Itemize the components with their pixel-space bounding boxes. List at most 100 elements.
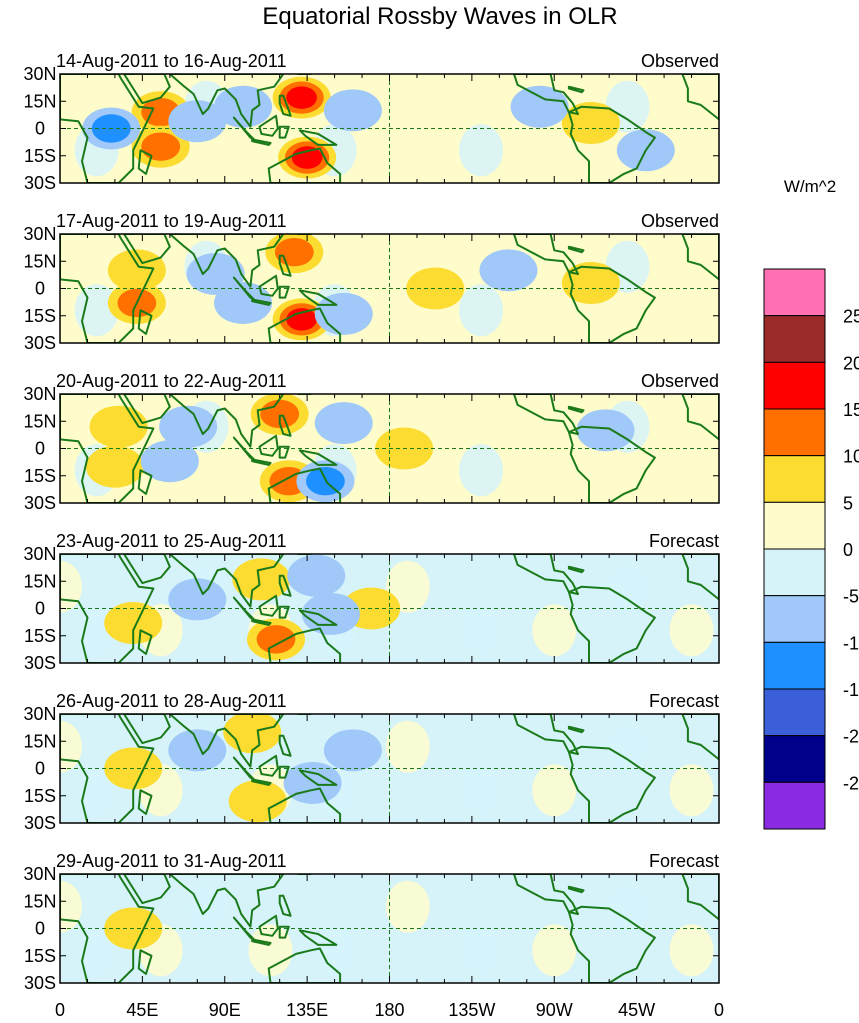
- weak-band: [385, 880, 430, 933]
- anomaly-blob: [232, 558, 291, 601]
- coastline: [60, 554, 155, 663]
- coastline: [513, 234, 579, 275]
- x-axis: 0 45E 90E 135E 180 135W 90W 45W 0: [55, 1000, 724, 1020]
- x-tick-label: 180: [374, 1000, 404, 1020]
- weak-band: [532, 764, 577, 817]
- coastline: [278, 414, 292, 437]
- colorbar-swatch: [763, 455, 826, 503]
- panel-6: 29-Aug-2011 to 31-Aug-2011 Forecast 30N 15N…: [23, 851, 720, 993]
- coastline: [123, 74, 171, 105]
- coastline: [513, 714, 579, 755]
- anomaly-blob: [168, 729, 227, 772]
- anomaly-level: [406, 267, 465, 310]
- anomaly-level: [256, 625, 296, 654]
- anomaly-blob: [168, 578, 227, 621]
- coastline: [60, 714, 155, 823]
- coastline: [513, 554, 579, 595]
- coastline: [513, 74, 579, 115]
- coastline: [567, 565, 585, 574]
- coastline: [137, 629, 153, 655]
- y-tick-label: 30N: [23, 64, 56, 84]
- coastline: [278, 925, 290, 939]
- y-tick-label: 15N: [23, 91, 56, 111]
- y-tick-label: 15S: [24, 146, 56, 166]
- x-tick-label: 135E: [286, 1000, 328, 1020]
- coastline: [567, 745, 656, 823]
- colorbar-label: 10: [843, 447, 859, 467]
- coastline: [297, 714, 312, 715]
- y-tick-label: 30N: [23, 224, 56, 244]
- panel-period: 26-Aug-2011 to 28-Aug-2011: [56, 691, 287, 711]
- weak-band: [459, 284, 504, 337]
- y-tick-label: 15S: [24, 626, 56, 646]
- anomaly-blob: [247, 618, 306, 661]
- coastline: [168, 234, 285, 288]
- y-tick-label: 0: [35, 919, 45, 939]
- anomaly-blob: [561, 262, 620, 305]
- y-tick-label: 15N: [23, 891, 56, 911]
- coastline: [298, 769, 338, 786]
- coastline: [267, 947, 342, 983]
- coastline: [567, 585, 656, 663]
- coastline: [251, 778, 272, 786]
- anomaly-level: [287, 554, 346, 597]
- colorbar-swatch: [763, 735, 826, 783]
- weak-band: [532, 444, 577, 497]
- weak-band: [669, 444, 714, 497]
- colorbar-swatch: [763, 361, 826, 410]
- coastline: [137, 949, 153, 975]
- coastline: [251, 458, 272, 466]
- coastline: [681, 554, 719, 601]
- coastline: [681, 714, 719, 761]
- coastline: [137, 149, 153, 175]
- anomaly-blob: [214, 282, 273, 325]
- weak-band: [669, 924, 714, 977]
- anomaly-blob: [406, 267, 465, 310]
- anomaly-blob: [576, 409, 635, 452]
- coastline: [168, 874, 285, 928]
- colorbar-swatch: [763, 688, 826, 737]
- coastline: [297, 874, 312, 875]
- coastline: [278, 285, 290, 299]
- y-tick-label: 30N: [23, 544, 56, 564]
- anomaly-blob: [272, 76, 331, 119]
- coastline: [278, 894, 292, 917]
- colorbar-label: 20: [843, 353, 859, 373]
- coastline: [298, 289, 338, 306]
- coastline: [258, 274, 279, 297]
- anomaly-level: [140, 440, 199, 483]
- coastline: [278, 574, 292, 597]
- anomaly-blob: [479, 249, 538, 292]
- y-tick-label: 15S: [24, 946, 56, 966]
- coastlines: [60, 394, 719, 503]
- anomaly-blob: [85, 445, 144, 488]
- anomaly-blob: [168, 100, 227, 143]
- x-tick-label: 90W: [536, 1000, 573, 1020]
- weak-band: [74, 284, 119, 337]
- anomaly-blob: [561, 102, 620, 145]
- colorbar-label: 25: [843, 307, 859, 327]
- coastline: [137, 309, 153, 335]
- coastline: [267, 627, 342, 663]
- coastline: [258, 114, 279, 137]
- coastline: [567, 725, 585, 734]
- y-tick-label: 30S: [24, 173, 56, 193]
- x-tick-label: 135W: [448, 1000, 495, 1020]
- panel-period: 17-Aug-2011 to 19-Aug-2011: [56, 211, 287, 231]
- anomaly-blob: [159, 405, 218, 448]
- panel-period: 23-Aug-2011 to 25-Aug-2011: [56, 531, 287, 551]
- y-tick-label: 30N: [23, 704, 56, 724]
- y-tick-label: 0: [35, 279, 45, 299]
- coastline: [123, 554, 171, 585]
- anomaly-blob: [278, 136, 337, 179]
- y-tick-label: 0: [35, 119, 45, 139]
- coastline: [567, 265, 656, 343]
- coastline: [298, 449, 338, 466]
- coastline: [278, 765, 290, 779]
- panel-1: 14-Aug-2011 to 16-Aug-2011 Observed 30N 15N…: [23, 51, 720, 193]
- coastline: [681, 234, 719, 281]
- coastline: [258, 754, 279, 777]
- anomaly-level: [85, 445, 144, 488]
- colorbar-label: -20: [843, 727, 859, 747]
